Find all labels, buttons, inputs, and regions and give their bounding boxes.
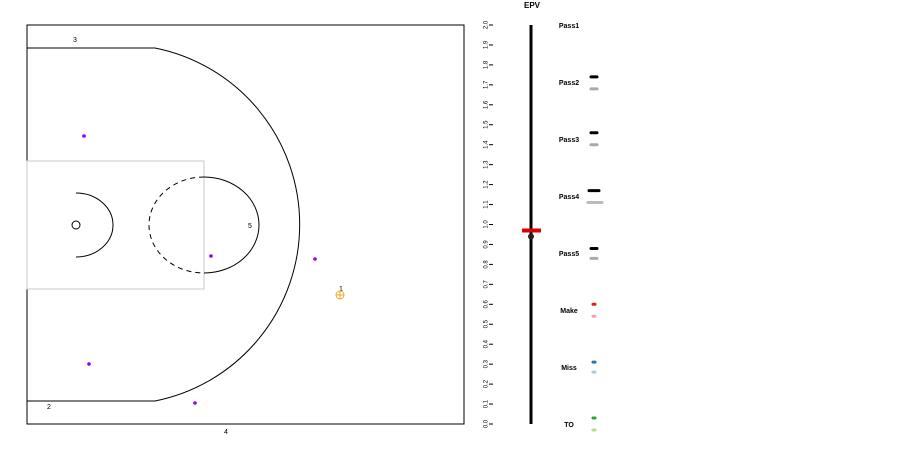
tick-label: 0.6 <box>484 299 490 308</box>
option-label-pass5: Pass5 <box>559 251 579 258</box>
epv-markers <box>522 228 541 240</box>
three-point-line <box>27 47 301 402</box>
free-throw-circle-dashed <box>148 176 205 274</box>
player-label-3: 3 <box>73 37 77 44</box>
player-label-5: 5 <box>248 223 252 230</box>
epv-chart: EPV 0.0 0.1 0.2 0.3 0.4 0.5 0.6 0.7 0.8 0.9 1.0 1.1… <box>484 1 604 432</box>
option-label-to: TO <box>564 422 574 429</box>
tick-label: 0.8 <box>484 260 490 269</box>
epv-title: EPV <box>524 1 541 10</box>
player-label-1: 1 <box>339 286 343 293</box>
tick-label: 1.5 <box>484 120 490 129</box>
option-label-miss: Miss <box>561 365 577 372</box>
defender-dot-2 <box>209 254 213 258</box>
tick-label: 1.0 <box>484 220 490 229</box>
restricted-arc <box>75 192 114 258</box>
defender-dot-4 <box>87 362 91 366</box>
option-label-pass2: Pass2 <box>559 80 579 87</box>
option-label-pass4: Pass4 <box>559 194 579 201</box>
tick-label: 0.2 <box>484 379 490 388</box>
tick-label: 0.1 <box>484 399 490 408</box>
player-label-4: 4 <box>224 429 228 436</box>
tick-label: 0.4 <box>484 339 490 348</box>
free-throw-circle-solid <box>203 176 260 274</box>
tick-label: 0.0 <box>484 419 490 428</box>
tick-label: 0.5 <box>484 319 490 328</box>
player-label-2: 2 <box>47 404 51 411</box>
court-diagram: 1 2 3 4 5 <box>26 24 465 436</box>
defender-dot-3 <box>313 257 317 261</box>
tick-label: 1.9 <box>484 40 490 49</box>
tick-label: 1.6 <box>484 100 490 109</box>
court-boundary <box>26 24 465 425</box>
paint-area <box>26 160 205 290</box>
hoop <box>71 220 81 230</box>
defender-dot-1 <box>82 134 86 138</box>
epv-options: Pass1 Pass2 Pass3 Pass4 Pass5 Make Miss TO <box>559 23 604 432</box>
tick-label: 1.3 <box>484 160 490 169</box>
tick-label: 1.4 <box>484 140 490 149</box>
tick-label: 1.1 <box>484 200 490 209</box>
tick-label: 1.2 <box>484 180 490 189</box>
option-label-pass1: Pass1 <box>559 23 579 30</box>
tick-label: 0.7 <box>484 280 490 289</box>
tick-label: 1.8 <box>484 60 490 69</box>
tick-label: 0.3 <box>484 359 490 368</box>
ball-handler-marker <box>335 290 345 300</box>
current-epv-point <box>528 233 534 240</box>
epv-ticks: 0.0 0.1 0.2 0.3 0.4 0.5 0.6 0.7 0.8 0.9 1.0 1.1 1.2 1… <box>484 20 493 428</box>
option-label-make: Make <box>560 308 578 315</box>
tick-label: 1.7 <box>484 80 490 89</box>
defender-markers <box>82 134 317 405</box>
option-label-pass3: Pass3 <box>559 137 579 144</box>
tick-label: 2.0 <box>484 20 490 29</box>
defender-dot-5 <box>193 401 197 405</box>
tick-label: 0.9 <box>484 240 490 249</box>
